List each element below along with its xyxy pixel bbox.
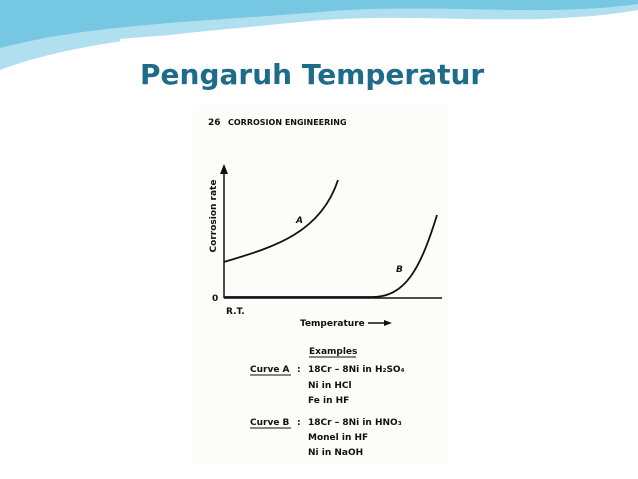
x-arrow-head	[384, 320, 392, 326]
example-item: Fe in HF	[308, 396, 349, 406]
separator: :	[297, 365, 301, 375]
separator: :	[297, 418, 301, 428]
examples-heading: Examples	[309, 347, 357, 357]
header-wave	[0, 0, 638, 48]
book-title: CORROSION ENGINEERING	[228, 118, 347, 127]
example-item: 18Cr – 8Ni in H₂SO₄	[308, 365, 405, 375]
example-item: Ni in HCl	[308, 381, 352, 391]
header-wave-line	[119, 13, 638, 41]
group-label: Curve B	[250, 418, 290, 428]
curve-a	[223, 179, 339, 263]
curve-b	[224, 214, 438, 298]
example-item: Ni in NaOH	[308, 448, 363, 458]
page-number: 26	[208, 118, 221, 128]
y-axis-label: Corrosion rate	[209, 180, 219, 253]
example-item: Monel in HF	[308, 433, 368, 443]
slide-title: Pengaruh Temperatur	[140, 58, 484, 91]
curve-label: B	[396, 265, 403, 275]
figure-panel	[193, 105, 448, 465]
x-axis-label: Temperature	[300, 319, 365, 329]
curve-label: A	[295, 216, 303, 226]
example-item: 18Cr – 8Ni in HNO₃	[308, 418, 402, 428]
y-arrow	[220, 164, 228, 174]
group-label: Curve A	[250, 365, 290, 375]
rt-label: R.T.	[226, 307, 245, 317]
origin-label: 0	[212, 294, 218, 304]
